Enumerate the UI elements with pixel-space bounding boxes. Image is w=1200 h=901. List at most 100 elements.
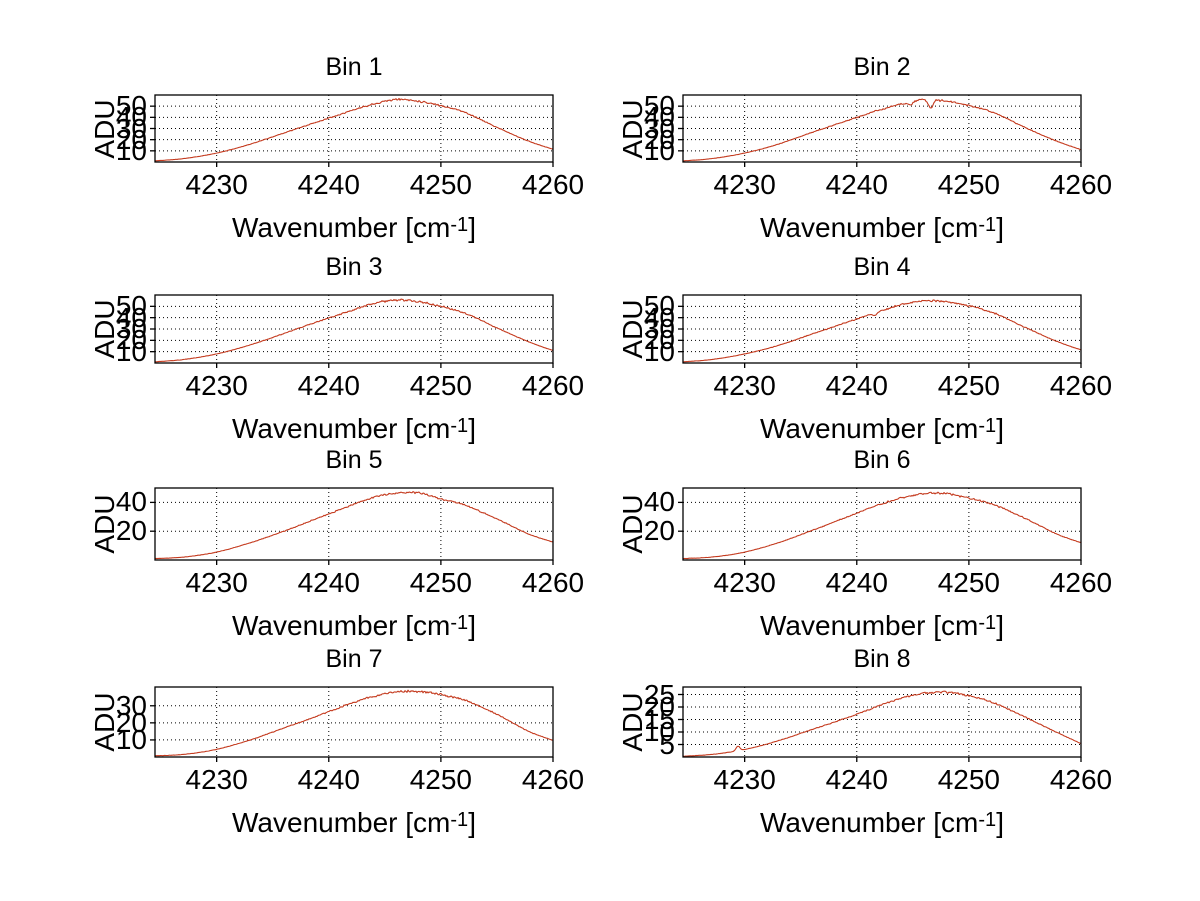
y-tick-label: 40	[115, 301, 147, 333]
y-tick-label: 10	[115, 335, 147, 367]
x-tick-label: 4260	[1049, 567, 1113, 598]
x-tick-label: 4240	[825, 370, 888, 401]
axes-box	[682, 487, 1082, 561]
plot-area	[678, 94, 1082, 167]
x-tick-label: 4240	[825, 764, 888, 795]
y-tick-label: 20	[643, 324, 675, 356]
y-tick-label: 40	[115, 486, 147, 518]
xlabel-superscript: -1	[978, 415, 997, 437]
xlabel-superscript: -1	[450, 415, 469, 437]
axes-box	[154, 94, 554, 163]
subplot-bin-1: Bin 1 ADU Wavenumber [cm-1] 10 20 30 40 50 42…	[25, 47, 584, 262]
y-tick-label: 10	[643, 716, 675, 747]
y-tick-label: 5	[659, 728, 675, 760]
subplot-bin-6: Bin 6 ADU Wavenumber [cm-1] 20 40 4230 4240…	[553, 440, 1112, 660]
plot-area	[150, 487, 554, 565]
spectrum-curve	[154, 689, 554, 757]
x-tick-label: 4230	[185, 567, 248, 598]
x-tick-label: 4250	[409, 567, 473, 598]
x-axis-label: Wavenumber [cm-1]	[155, 803, 553, 843]
x-tick-label: 4250	[937, 764, 1001, 795]
xlabel-superscript: -1	[450, 612, 469, 634]
y-tick-label: 30	[643, 112, 675, 144]
x-axis-label: Wavenumber [cm-1]	[155, 208, 553, 248]
axes-box	[682, 686, 1082, 758]
spectrum-curve	[682, 491, 1082, 560]
x-tick-label: 4240	[297, 567, 360, 598]
x-tick-label: 4260	[1049, 169, 1113, 200]
spectrum-curve	[154, 97, 554, 162]
x-tick-label: 4240	[297, 764, 360, 795]
x-axis-label: Wavenumber [cm-1]	[683, 208, 1081, 248]
subplot-bin-5: Bin 5 ADU Wavenumber [cm-1] 20 40 4230 4240…	[25, 440, 584, 660]
xlabel-superscript: -1	[978, 809, 997, 831]
y-tick-label: 10	[643, 134, 675, 166]
x-tick-label: 4250	[409, 370, 473, 401]
axes-box	[682, 294, 1082, 364]
y-tick-label: 40	[115, 101, 147, 133]
xlabel-bracket: ]	[996, 413, 1004, 444]
y-tick-label: 50	[115, 290, 147, 322]
x-tick-label: 4260	[521, 567, 585, 598]
y-tick-label: 20	[115, 324, 147, 356]
x-tick-label: 4230	[185, 169, 248, 200]
subplot-bin-2: Bin 2 ADU Wavenumber [cm-1] 10 20 30 40 50 42…	[553, 47, 1112, 262]
x-tick-label: 4230	[713, 764, 776, 795]
y-tick-label: 20	[643, 691, 675, 722]
spectrum-curve	[154, 298, 554, 363]
y-tick-label: 30	[115, 313, 147, 344]
xlabel-bracket: ]	[996, 212, 1004, 243]
plot-area	[678, 487, 1082, 565]
xlabel-text: Wavenumber [cm	[760, 807, 979, 838]
y-tick-label: 30	[115, 112, 147, 144]
xlabel-text: Wavenumber [cm	[232, 807, 451, 838]
x-tick-label: 4240	[297, 169, 360, 200]
x-tick-label: 4260	[521, 764, 585, 795]
y-tick-label: 10	[643, 335, 675, 367]
plot-title: Bin 8	[853, 645, 911, 673]
y-tick-label: 15	[643, 703, 675, 735]
y-tick-label: 50	[643, 290, 675, 322]
x-tick-label: 4260	[1049, 764, 1113, 795]
xlabel-text: Wavenumber [cm	[232, 413, 451, 444]
xlabel-superscript: -1	[978, 612, 997, 634]
xlabel-bracket: ]	[468, 610, 476, 641]
plot-title: Bin 1	[325, 53, 383, 81]
x-tick-label: 4260	[521, 169, 585, 200]
plot-title: Bin 2	[853, 53, 911, 81]
spectrum-curve	[682, 690, 1082, 757]
x-tick-label: 4230	[713, 169, 776, 200]
plot-area	[150, 294, 554, 368]
y-tick-label: 50	[115, 90, 147, 122]
y-tick-label: 20	[115, 515, 147, 547]
axes-box	[154, 294, 554, 364]
x-tick-label: 4230	[713, 370, 776, 401]
plot-title: Bin 3	[325, 253, 383, 281]
y-tick-label: 50	[643, 90, 675, 122]
plot-area	[678, 686, 1082, 762]
axes-box	[154, 487, 554, 561]
plot-area	[150, 686, 554, 762]
x-axis-label: Wavenumber [cm-1]	[155, 606, 553, 646]
xlabel-bracket: ]	[468, 413, 476, 444]
subplot-bin-4: Bin 4 ADU Wavenumber [cm-1] 10 20 30 40 50 42…	[553, 247, 1112, 463]
spectrum-curve	[682, 299, 1082, 363]
x-tick-label: 4230	[713, 567, 776, 598]
axes-box	[682, 94, 1082, 163]
subplot-bin-8: Bin 8 ADU Wavenumber [cm-1] 5 10 15 20 25 423…	[553, 639, 1112, 857]
x-tick-label: 4250	[937, 370, 1001, 401]
x-tick-label: 4240	[297, 370, 360, 401]
y-tick-label: 20	[115, 123, 147, 155]
xlabel-superscript: -1	[978, 214, 997, 236]
y-tick-label: 20	[115, 706, 147, 738]
y-tick-label: 30	[115, 689, 147, 721]
plot-title: Bin 4	[853, 253, 911, 281]
y-tick-label: 10	[115, 134, 147, 166]
y-tick-label: 20	[643, 123, 675, 155]
plot-title: Bin 7	[325, 645, 383, 673]
x-tick-label: 4260	[521, 370, 585, 401]
y-tick-label: 30	[643, 313, 675, 344]
x-tick-label: 4240	[825, 567, 888, 598]
xlabel-bracket: ]	[996, 610, 1004, 641]
